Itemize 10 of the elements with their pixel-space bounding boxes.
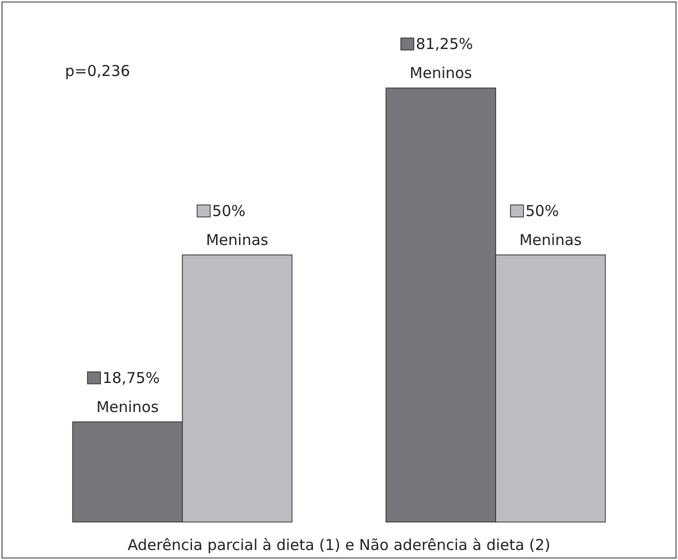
legend-label: Meninas (206, 230, 269, 249)
text: Meninas (519, 230, 582, 249)
data-label: 18,75% (102, 368, 160, 387)
data-label: 50% (212, 202, 246, 220)
x-axis-title: Aderência parcial à dieta (1) e Não aderência à dieta (2) (128, 536, 550, 554)
text: p=0,236 (65, 62, 130, 80)
data-label: 50% (526, 202, 559, 220)
text: Meninos (410, 64, 472, 82)
legend-label: Meninos (96, 398, 159, 416)
data-label: 81,25% (416, 35, 474, 53)
